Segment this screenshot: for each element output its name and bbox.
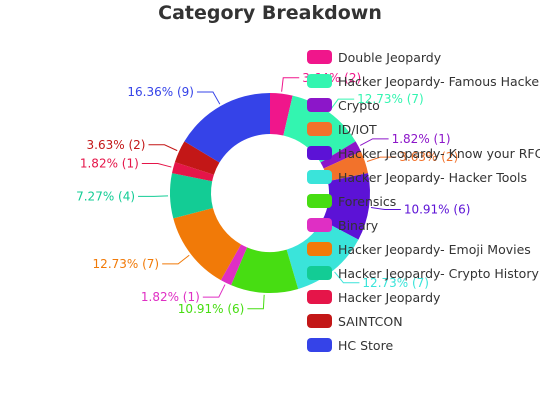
legend-label: Hacker Jeopardy- Hacker Tools xyxy=(338,169,527,185)
legend-label: Hacker Jeopardy xyxy=(338,289,441,305)
legend-label: Crypto xyxy=(338,97,380,113)
legend-label: Hacker Jeopardy- Emoji Movies xyxy=(338,241,531,257)
legend-item-hacker-jeopardy-emoji-movies[interactable]: Hacker Jeopardy- Emoji Movies xyxy=(307,237,540,261)
legend-label: Forensics xyxy=(338,193,397,209)
slice-forensics[interactable] xyxy=(231,247,299,293)
legend-swatch xyxy=(307,218,332,232)
data-label-hacker-jeopardy-crypto-history: 7.27% (4) xyxy=(76,189,135,203)
legend-label: Double Jeopardy xyxy=(338,49,442,65)
leader-line-hacker-jeopardy xyxy=(141,163,172,168)
legend-swatch xyxy=(307,50,332,64)
legend-item-forensics[interactable]: Forensics xyxy=(307,189,540,213)
slice-binary[interactable] xyxy=(220,244,248,286)
slice-double-jeopardy[interactable] xyxy=(270,93,293,136)
legend-item-hc-store[interactable]: HC Store xyxy=(307,333,540,357)
legend-swatch xyxy=(307,122,332,136)
legend-item-crypto[interactable]: Crypto xyxy=(307,93,540,117)
leader-line-hacker-jeopardy-emoji-movies xyxy=(162,254,190,265)
data-label-hacker-jeopardy-emoji-movies: 12.73% (7) xyxy=(93,257,160,271)
chart-title: Category Breakdown xyxy=(158,2,382,24)
legend-item-binary[interactable]: Binary xyxy=(307,213,540,237)
leader-line-double-jeopardy xyxy=(281,77,300,92)
data-label-hacker-jeopardy-hacker-tools: 12.73% (7) xyxy=(362,276,429,290)
legend-swatch xyxy=(307,290,332,304)
data-label-forensics: 10.91% (6) xyxy=(178,302,245,316)
slice-hacker-jeopardy-emoji-movies[interactable] xyxy=(173,207,241,281)
legend-swatch xyxy=(307,194,332,208)
data-label-hacker-jeopardy: 1.82% (1) xyxy=(80,157,139,171)
data-label-binary: 1.82% (1) xyxy=(141,290,200,304)
slice-crypto[interactable] xyxy=(320,141,361,169)
leader-line-hc-store xyxy=(196,91,221,105)
slices-layer xyxy=(170,93,370,293)
leader-line-saintcon xyxy=(148,144,178,152)
legend: Double Jeopardy Hacker Jeopardy- Famous H… xyxy=(307,45,540,357)
slice-id-iot[interactable] xyxy=(323,151,369,182)
leader-line-hacker-jeopardy-hacker-tools xyxy=(334,271,360,284)
legend-swatch xyxy=(307,338,332,352)
legend-item-double-jeopardy[interactable]: Double Jeopardy xyxy=(307,45,540,69)
legend-label: Hacker Jeopardy- Famous Hackers xyxy=(338,73,540,89)
slice-hacker-jeopardy-know-your-rfc[interactable] xyxy=(322,173,370,240)
legend-swatch xyxy=(307,170,332,184)
slice-hacker-jeopardy[interactable] xyxy=(171,162,214,182)
legend-swatch xyxy=(307,146,332,160)
legend-swatch xyxy=(307,98,332,112)
leader-line-hacker-jeopardy-famous-hackers xyxy=(329,98,355,111)
data-label-saintcon: 3.63% (2) xyxy=(87,138,146,152)
legend-item-id-iot[interactable]: ID/IOT xyxy=(307,117,540,141)
leader-line-binary xyxy=(202,284,226,298)
data-label-hacker-jeopardy-famous-hackers: 12.73% (7) xyxy=(357,92,424,106)
legend-item-hacker-jeopardy-famous-hackers[interactable]: Hacker Jeopardy- Famous Hackers xyxy=(307,69,540,93)
legend-swatch xyxy=(307,74,332,88)
legend-item-saintcon[interactable]: SAINTCON xyxy=(307,309,540,333)
legend-label: Hacker Jeopardy- Crypto History xyxy=(338,265,539,281)
leader-line-crypto xyxy=(359,138,389,146)
legend-label: ID/IOT xyxy=(338,121,377,137)
data-label-hacker-jeopardy-know-your-rfc: 10.91% (6) xyxy=(404,203,471,217)
legend-label: HC Store xyxy=(338,337,394,353)
legend-label: SAINTCON xyxy=(338,313,403,329)
data-label-id-iot: 3.63% (2) xyxy=(399,150,458,164)
legend-item-hacker-jeopardy-know-your-rfc[interactable]: Hacker Jeopardy- Know your RFC xyxy=(307,141,540,165)
leader-line-hacker-jeopardy-know-your-rfc xyxy=(370,207,401,211)
slice-hacker-jeopardy-crypto-history[interactable] xyxy=(170,173,213,219)
leader-line-forensics xyxy=(247,294,265,310)
legend-label: Hacker Jeopardy- Know your RFC xyxy=(338,145,540,161)
data-label-hc-store: 16.36% (9) xyxy=(127,85,194,99)
legend-swatch xyxy=(307,242,332,256)
legend-item-hacker-jeopardy[interactable]: Hacker Jeopardy xyxy=(307,285,540,309)
slice-hc-store[interactable] xyxy=(184,93,270,163)
legend-swatch xyxy=(307,266,332,280)
legend-item-hacker-jeopardy-hacker-tools[interactable]: Hacker Jeopardy- Hacker Tools xyxy=(307,165,540,189)
leader-line-id-iot xyxy=(366,156,397,162)
slice-saintcon[interactable] xyxy=(174,141,220,175)
data-label-crypto: 1.82% (1) xyxy=(392,132,451,146)
leader-lines-layer xyxy=(138,77,401,310)
legend-swatch xyxy=(307,314,332,328)
legend-item-hacker-jeopardy-crypto-history[interactable]: Hacker Jeopardy- Crypto History xyxy=(307,261,540,285)
legend-label: Binary xyxy=(338,217,379,233)
